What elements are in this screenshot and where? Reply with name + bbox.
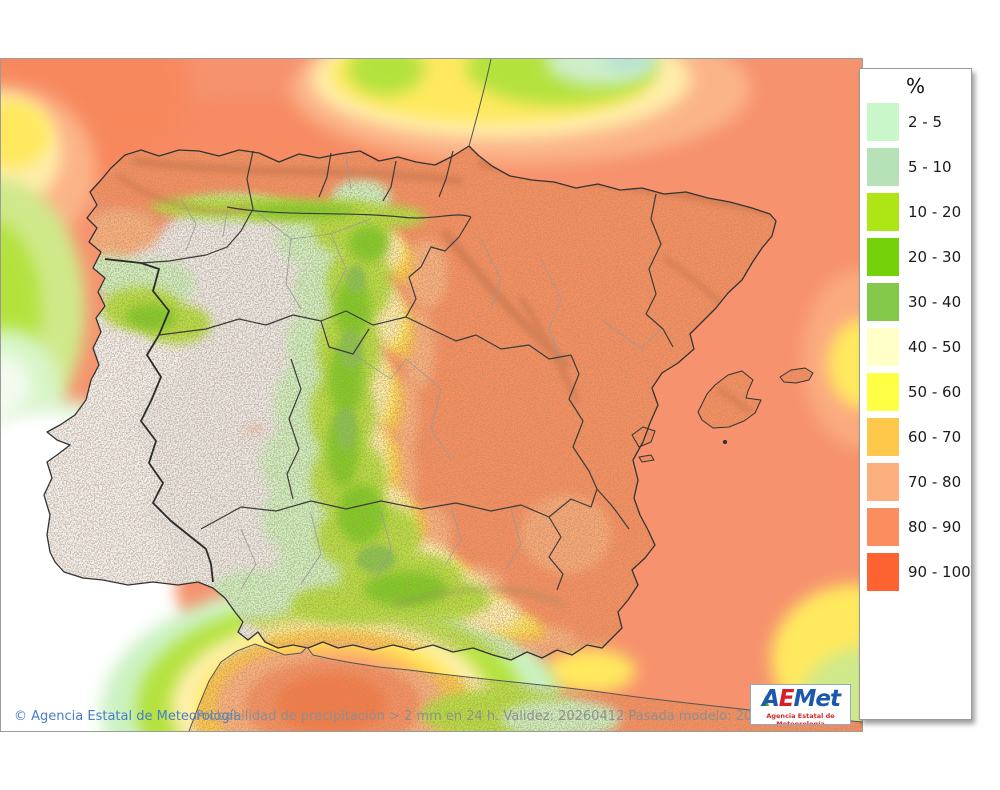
legend-swatch xyxy=(867,462,899,501)
legend-item: 40 - 50 xyxy=(860,324,971,369)
aemet-logo: AEMet Agencia Estatal de Meteorología xyxy=(750,684,851,725)
aemet-logo-wordmark: AEMet xyxy=(751,686,850,712)
legend-label: 5 - 10 xyxy=(908,157,952,176)
legend-label: 20 - 30 xyxy=(908,247,962,266)
legend-item: 20 - 30 xyxy=(860,234,971,279)
legend-label: 50 - 60 xyxy=(908,382,962,401)
legend-swatch xyxy=(867,237,899,276)
legend-item: 2 - 5 xyxy=(860,99,971,144)
legend-swatch xyxy=(867,417,899,456)
legend-label: 30 - 40 xyxy=(908,292,962,311)
legend-item: 10 - 20 xyxy=(860,189,971,234)
legend-swatch xyxy=(867,552,899,591)
legend-item: 5 - 10 xyxy=(860,144,971,189)
legend-item: 60 - 70 xyxy=(860,414,971,459)
copyright-text: © Agencia Estatal de Meteorología xyxy=(14,709,242,724)
precipitation-probability-map xyxy=(1,59,862,731)
legend-swatch xyxy=(867,507,899,546)
legend-item: 70 - 80 xyxy=(860,459,971,504)
map-description-text: Probabilidad de precipitación > 2 mm en … xyxy=(196,709,819,724)
legend-label: 70 - 80 xyxy=(908,472,962,491)
map-frame: © Agencia Estatal de Meteorología Probab… xyxy=(0,58,863,732)
logo-letter: A xyxy=(761,686,780,712)
legend-swatch xyxy=(867,102,899,141)
logo-letter: E xyxy=(778,686,795,712)
legend-item: 50 - 60 xyxy=(860,369,971,414)
legend-item: 30 - 40 xyxy=(860,279,971,324)
legend-swatch xyxy=(867,327,899,366)
legend-item: 80 - 90 xyxy=(860,504,971,549)
legend-label: 90 - 100 xyxy=(908,562,971,581)
legend-items: 2 - 5 5 - 10 10 - 20 20 - 30 30 - 40 40 - 50 5… xyxy=(860,99,971,594)
legend-swatch xyxy=(867,147,899,186)
france-coastline xyxy=(468,59,492,147)
legend-label: 10 - 20 xyxy=(908,202,962,221)
legend-title: % xyxy=(905,74,925,98)
logo-green-accent-icon xyxy=(760,695,769,706)
province-borders xyxy=(180,156,662,590)
logo-letter: Met xyxy=(793,686,841,712)
africa-coastline xyxy=(188,643,862,731)
legend-label: 40 - 50 xyxy=(908,337,962,356)
region-borders xyxy=(140,150,674,591)
legend-swatch xyxy=(867,372,899,411)
legend-label: 2 - 5 xyxy=(908,112,943,131)
legend-panel: % 2 - 5 5 - 10 10 - 20 20 - 30 30 - 40 40 - 5… xyxy=(859,68,972,720)
legend-item: 90 - 100 xyxy=(860,549,971,594)
legend-label: 80 - 90 xyxy=(908,517,962,536)
legend-swatch xyxy=(867,192,899,231)
portugal-spain-border xyxy=(104,258,214,583)
aemet-logo-subtitle: Agencia Estatal de Meteorología xyxy=(766,712,835,725)
legend-label: 60 - 70 xyxy=(908,427,962,446)
legend-swatch xyxy=(867,282,899,321)
coastlines xyxy=(43,145,814,661)
